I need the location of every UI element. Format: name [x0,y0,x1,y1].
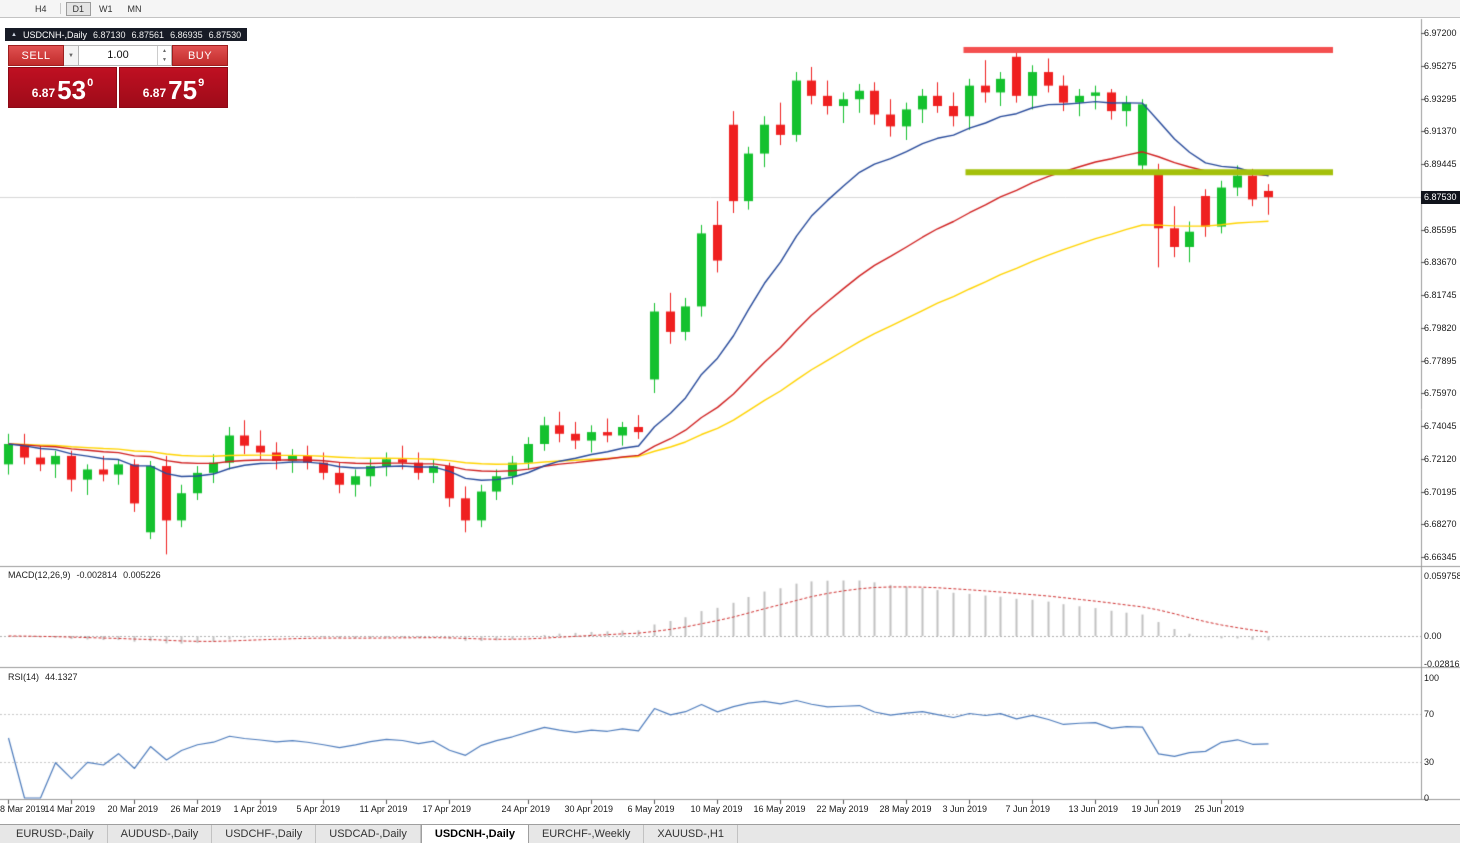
date-axis-label: 26 Mar 2019 [170,804,222,814]
buy-price-big: 75 [168,75,198,105]
chart-tab-audusd[interactable]: AUDUSD-,Daily [108,825,213,843]
chart-tab-usdchf[interactable]: USDCHF-,Daily [212,825,317,843]
collapse-triangle-icon[interactable]: ▲ [11,31,17,38]
chart-tab-eurchf[interactable]: EURCHF-,Weekly [529,825,645,843]
buy-price-pip: 9 [198,77,205,89]
ohlc-open: 6.87130 [92,29,126,40]
price-axis-label: 6.85595 [1424,224,1457,235]
sell-price-prefix: 6.87 [31,86,56,100]
sell-price-box[interactable]: 6.87 53 0 [8,67,117,108]
volume-input[interactable]: 1.00 ▲ ▼ [79,45,172,66]
chart-tabbar: EURUSD-,Daily AUDUSD-,Daily USDCHF-,Daily U… [0,824,1460,843]
timeframe-button-d1[interactable]: D1 [65,1,92,16]
chart-tab-usdcad[interactable]: USDCAD-,Daily [316,825,421,843]
ohlc-close: 6.87530 [208,29,242,40]
macd-axis-label: 0.00 [1424,631,1442,641]
date-axis-label: 24 Apr 2019 [501,804,551,814]
rsi-axis-label: 70 [1424,709,1435,719]
date-axis-label: 19 Jun 2019 [1131,804,1182,814]
timeframe-toolbar: H4 D1 W1 MN [0,0,1460,18]
date-axis-label: 28 May 2019 [879,804,932,814]
volume-dropdown-button[interactable]: ▼ [64,45,79,66]
date-axis-label: 25 Jun 2019 [1194,804,1245,814]
price-axis-label: 6.93295 [1424,93,1457,104]
chevron-down-icon: ▼ [68,52,74,59]
sell-price-big: 53 [57,75,87,105]
date-axis-label: 7 Jun 2019 [1005,804,1051,814]
volume-value[interactable]: 1.00 [107,49,129,61]
chart-tab-eurusd[interactable]: EURUSD-,Daily [3,825,108,843]
rsi-name: RSI(14) [8,672,40,682]
spinner-up-icon[interactable]: ▲ [162,47,167,54]
rsi-indicator-label: RSI(14) 44.1327 [8,672,78,682]
date-axis-label: 16 May 2019 [753,804,806,814]
price-axis-label: 6.68270 [1424,519,1457,530]
price-axis-label: 6.91370 [1424,126,1457,137]
toolbar-separator [59,3,61,14]
date-axis-label: 11 Apr 2019 [359,804,408,814]
rsi-value: 44.1327 [45,672,78,682]
volume-spinner[interactable]: ▲ ▼ [157,46,171,65]
symbol-ohlc-header: ▲ USDCNH-,Daily 6.87130 6.87561 6.86935 … [5,28,248,41]
date-axis-label: 17 Apr 2019 [422,804,472,814]
macd-main-value: -0.002814 [76,570,118,580]
rsi-axis-label: 100 [1424,673,1440,683]
price-axis-label: 6.77895 [1424,355,1457,366]
ohlc-high: 6.87561 [131,29,165,40]
price-axis-label: 6.66345 [1424,552,1457,562]
rsi-axis-label: 0 [1424,793,1430,803]
date-axis-label: 6 May 2019 [627,804,675,814]
price-axis-label: 6.81745 [1424,290,1457,300]
date-axis-label: 5 Apr 2019 [296,804,341,814]
timeframe-button-w1[interactable]: W1 [99,3,113,14]
buy-price-box[interactable]: 6.87 75 9 [119,67,228,108]
timeframe-button-h4[interactable]: H4 [35,3,47,14]
price-axis-label: 6.70195 [1424,486,1457,497]
price-axis-label: 6.95275 [1424,60,1457,71]
date-axis-label: 20 Mar 2019 [107,804,159,814]
price-axis-label: 6.79820 [1424,322,1457,333]
sell-button[interactable]: SELL [8,45,64,66]
date-axis-label: 22 May 2019 [816,804,869,814]
macd-name: MACD(12,26,9) [8,570,71,580]
date-axis-label: 10 May 2019 [690,804,743,814]
date-axis-label: 3 Jun 2019 [942,804,988,814]
date-axis-label: 8 Mar 2019 [0,804,46,814]
price-axis-label: 6.97200 [1424,28,1457,38]
price-axis-label: 6.89445 [1424,159,1457,169]
one-click-trading-panel: SELL ▼ 1.00 ▲ ▼ BUY 6.87 53 0 6.87 75 [8,45,228,108]
date-axis-label: 30 Apr 2019 [564,804,614,814]
symbol-name: USDCNH-,Daily [22,29,87,40]
price-axis-label: 6.75970 [1424,388,1457,399]
buy-price-prefix: 6.87 [142,86,167,100]
macd-axis-label: -0.02816 [1424,659,1460,670]
current-price-badge: 6.87530 [1421,191,1460,204]
spinner-down-icon[interactable]: ▼ [162,57,167,64]
buy-button[interactable]: BUY [172,45,228,66]
date-axis-label: 14 Mar 2019 [44,804,96,814]
chart-tab-usdcnh[interactable]: USDCNH-,Daily [420,825,529,843]
macd-axis-label: 0.059758 [1424,571,1460,582]
price-axis-label: 6.83670 [1424,257,1457,268]
rsi-axis-label: 30 [1424,757,1435,767]
date-axis-label: 1 Apr 2019 [233,804,278,814]
date-axis-label: 13 Jun 2019 [1068,804,1119,814]
ohlc-low: 6.86935 [170,29,203,40]
macd-indicator-label: MACD(12,26,9) -0.002814 0.005226 [8,570,161,580]
macd-signal-value: 0.005226 [123,570,161,580]
chart-tab-xauusd[interactable]: XAUUSD-,H1 [644,825,738,843]
sell-price-pip: 0 [87,77,94,89]
timeframe-button-mn[interactable]: MN [127,3,142,14]
price-axis-label: 6.72120 [1424,453,1457,464]
price-axis-label: 6.74045 [1424,421,1457,431]
